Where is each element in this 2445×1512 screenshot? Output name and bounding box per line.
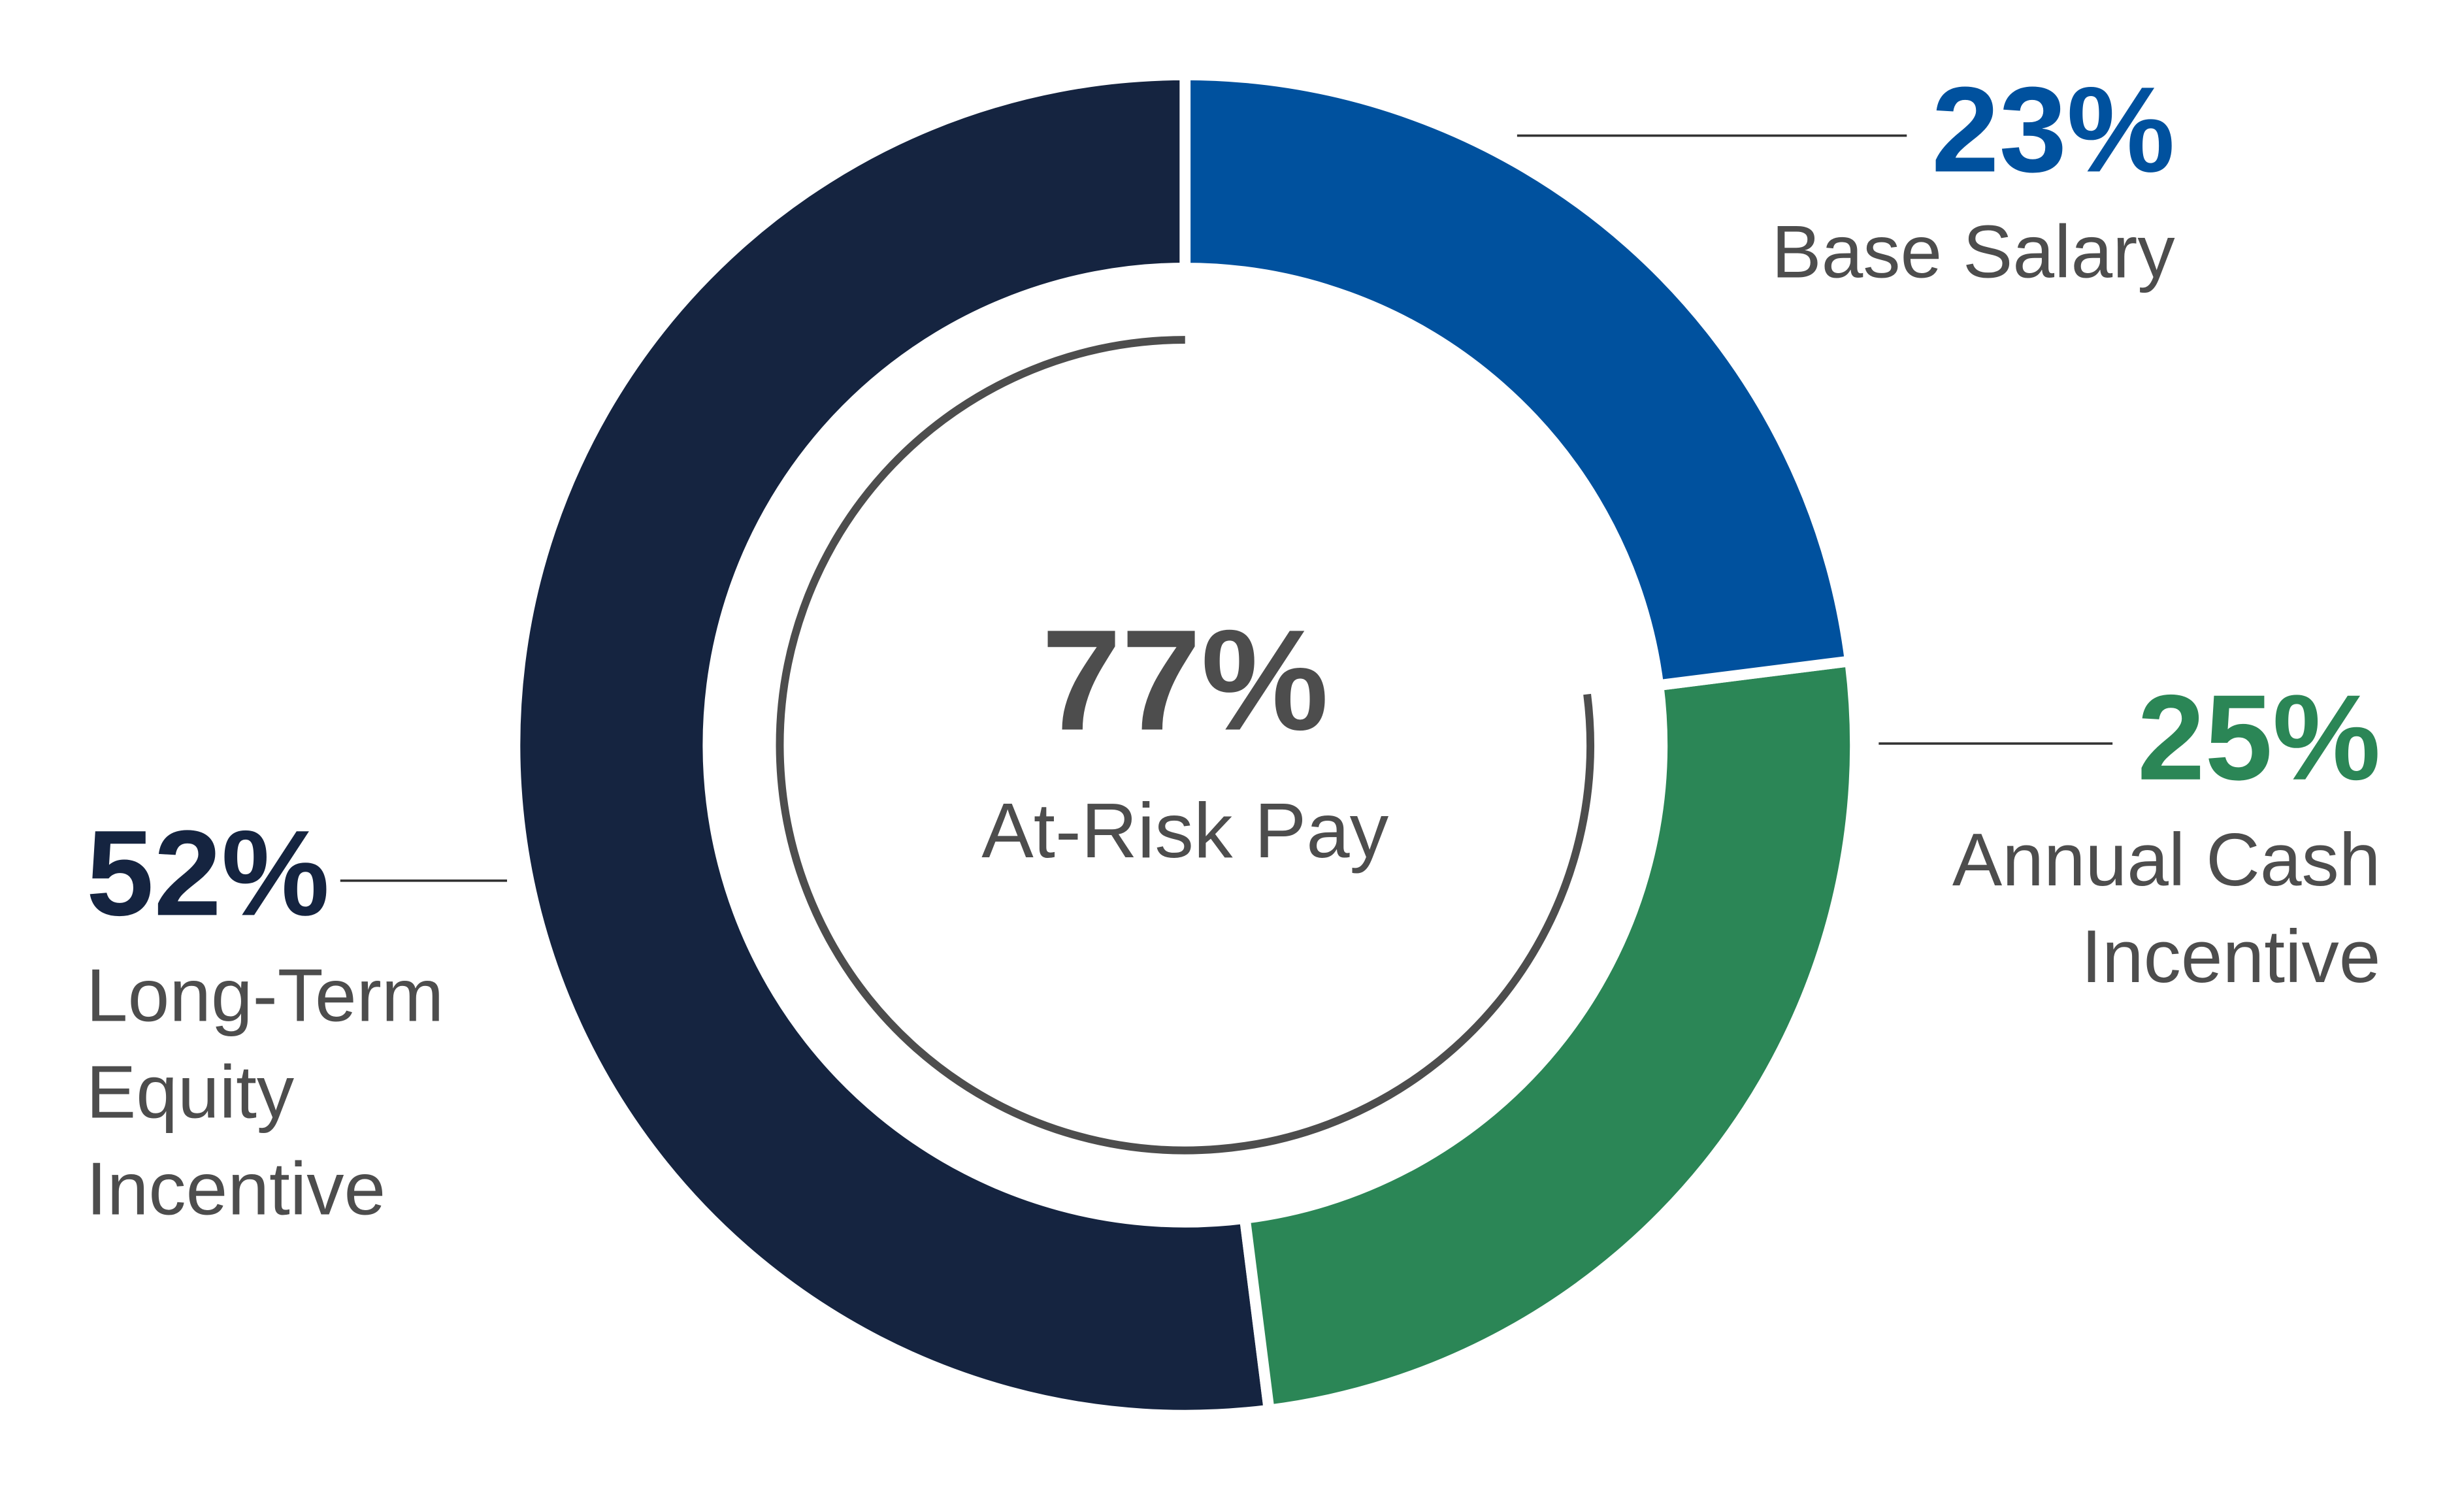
donut-segment bbox=[509, 69, 1275, 1421]
center-value: 77% bbox=[1042, 599, 1328, 760]
category-label: Equity bbox=[86, 1050, 295, 1134]
at-risk-arc bbox=[776, 336, 1594, 1155]
category-label: Annual Cash bbox=[1952, 818, 2381, 902]
value-label: 25% bbox=[2137, 670, 2380, 806]
donut-segment bbox=[1179, 69, 1856, 692]
center-text: At-Risk Pay bbox=[981, 787, 1388, 874]
donut-segment bbox=[1238, 655, 1861, 1417]
category-label: Base Salary bbox=[1771, 210, 2175, 294]
value-label: 23% bbox=[1931, 62, 2174, 197]
category-label: Incentive bbox=[86, 1147, 386, 1230]
category-label: Incentive bbox=[2081, 915, 2380, 998]
value-label: 52% bbox=[86, 806, 329, 941]
category-label: Long-Term bbox=[86, 954, 444, 1038]
